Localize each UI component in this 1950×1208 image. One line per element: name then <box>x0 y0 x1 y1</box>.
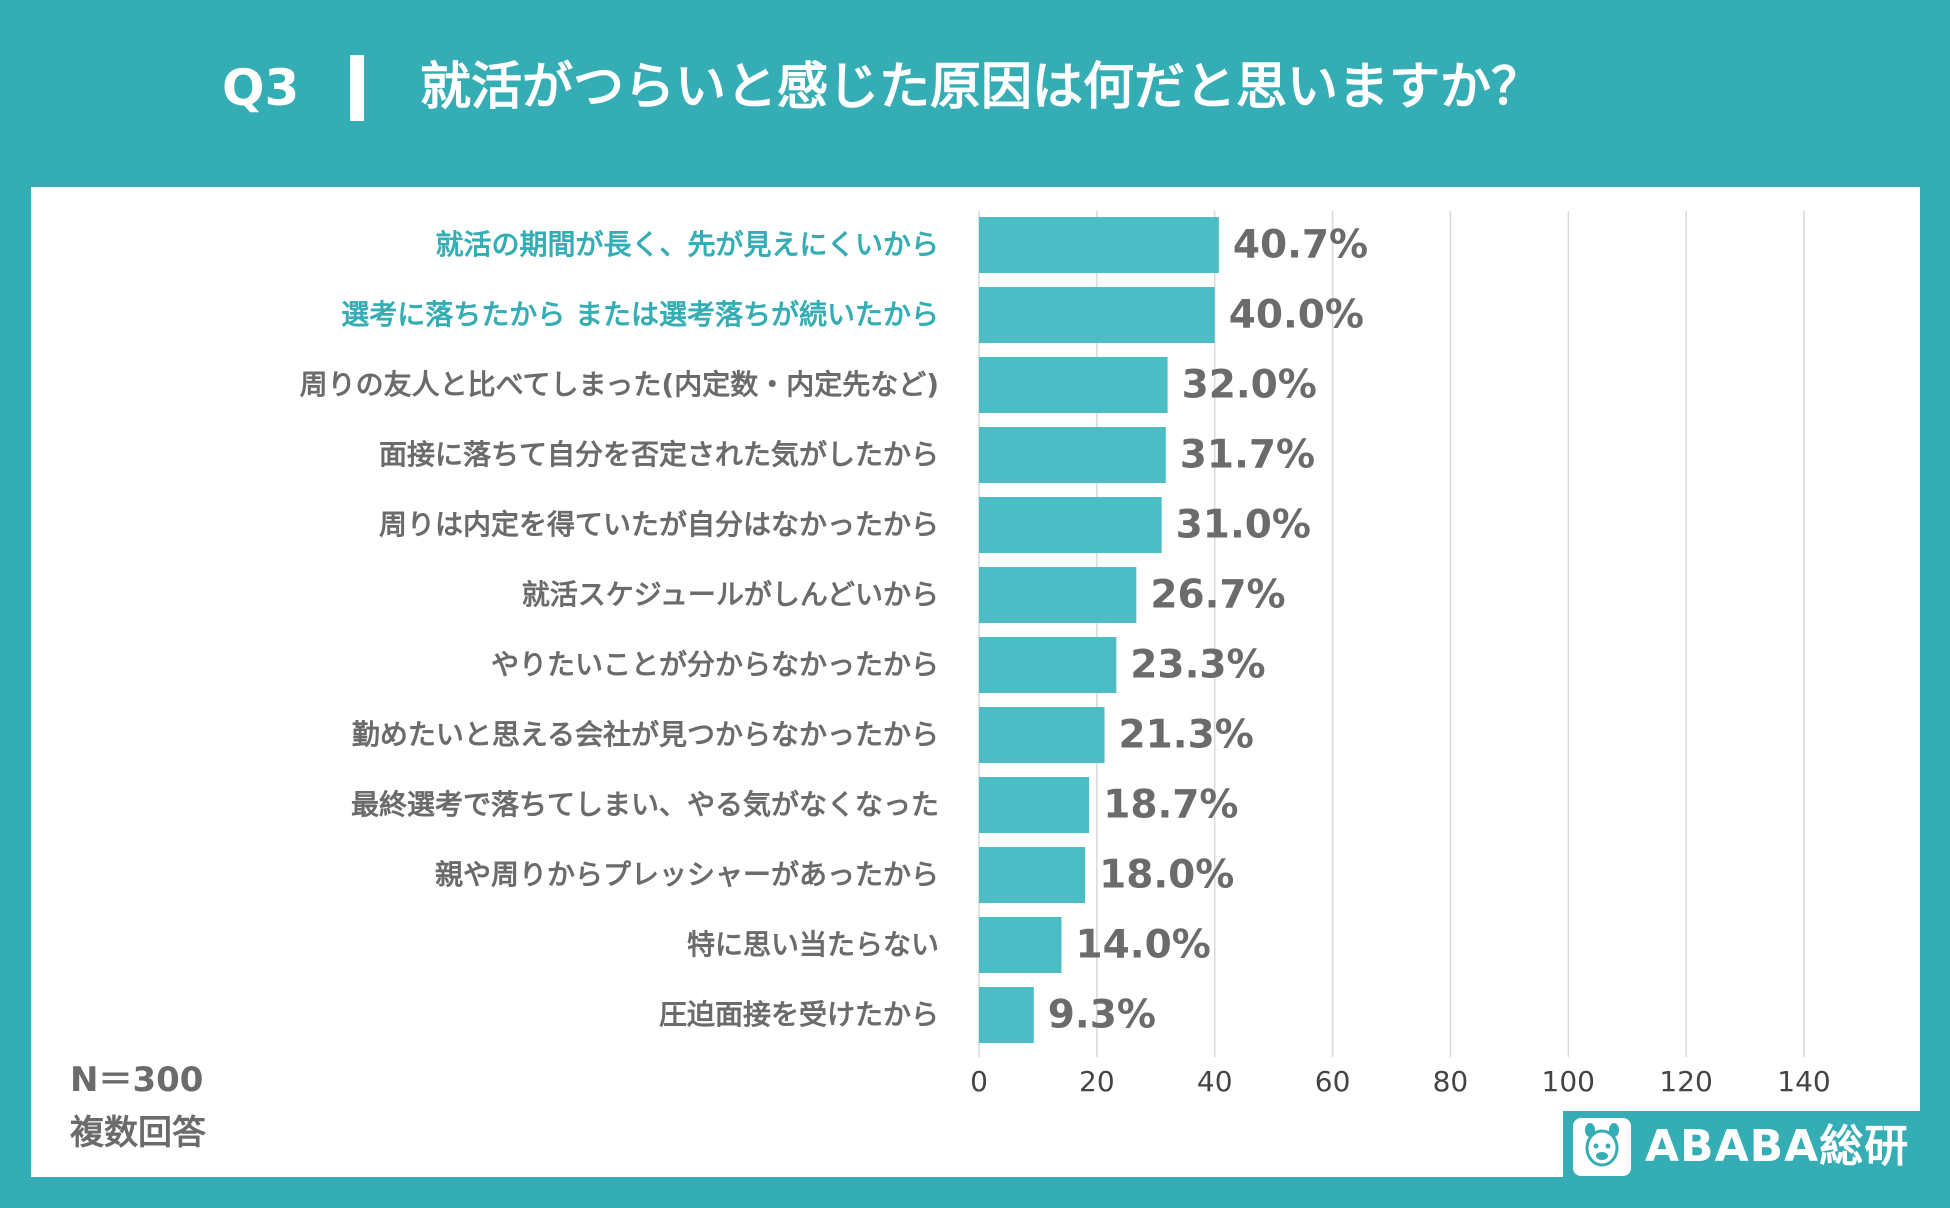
category-label: 周りの友人と比べてしまった(内定数・内定先など) <box>300 368 939 401</box>
value-label: 32.0% <box>1182 363 1317 408</box>
category-label: 最終選考で落ちてしまい、やる気がなくなった <box>351 788 939 821</box>
bar <box>979 357 1168 413</box>
brand-logo: ABABA総研 <box>1563 1111 1920 1183</box>
title-divider <box>350 55 364 121</box>
bar <box>979 567 1137 623</box>
x-tick-label: 140 <box>1777 1065 1830 1098</box>
value-label: 18.7% <box>1103 783 1238 828</box>
category-label: 就活スケジュールがしんどいから <box>522 578 939 611</box>
category-label: やりたいことが分からなかったから <box>491 648 939 681</box>
value-label: 23.3% <box>1130 643 1265 688</box>
category-label: 周りは内定を得ていたが自分はなかったから <box>379 508 939 541</box>
category-label: 勤めたいと思える会社が見つからなかったから <box>352 718 939 751</box>
chart-panel: 就活の期間が長く、先が見えにくいから 40.7% 選考に落ちたから または選考落ちが… <box>31 187 1920 1177</box>
value-label: 18.0% <box>1099 853 1234 898</box>
value-label: 40.0% <box>1229 293 1364 338</box>
value-label: 21.3% <box>1119 713 1254 758</box>
value-label: 31.0% <box>1176 503 1311 548</box>
bar <box>979 427 1166 483</box>
bar <box>979 917 1062 973</box>
value-label: 31.7% <box>1180 433 1315 478</box>
bar <box>979 217 1219 273</box>
bar <box>979 637 1117 693</box>
x-tick-label: 100 <box>1542 1065 1595 1098</box>
category-label: 特に思い当たらない <box>687 928 939 961</box>
bar <box>979 707 1105 763</box>
bar <box>979 287 1215 343</box>
alpaca-icon <box>1573 1118 1631 1176</box>
x-tick-label: 20 <box>1079 1065 1115 1098</box>
value-label: 26.7% <box>1150 573 1285 618</box>
header: Q3 就活がつらいと感じた原因は何だと思いますか？ <box>0 0 1950 185</box>
x-tick-label: 40 <box>1197 1065 1233 1098</box>
value-label: 40.7% <box>1233 223 1368 268</box>
category-label: 就活の期間が長く、先が見えにくいから <box>436 228 939 261</box>
x-tick-label: 80 <box>1433 1065 1469 1098</box>
x-tick-label: 0 <box>970 1065 988 1098</box>
x-tick-label: 120 <box>1659 1065 1712 1098</box>
brand-logo-text: ABABA総研 <box>1645 1121 1910 1172</box>
bar <box>979 777 1090 833</box>
category-label: 選考に落ちたから または選考落ちが続いたから <box>341 298 939 331</box>
x-tick-label: 60 <box>1315 1065 1351 1098</box>
category-label: 面接に落ちて自分を否定された気がしたから <box>379 438 939 471</box>
bar <box>979 987 1034 1043</box>
bar <box>979 497 1162 553</box>
sample-size-note: N＝300 <box>70 1060 204 1100</box>
category-label: 親や周りからプレッシャーがあったから <box>435 858 939 891</box>
question-number: Q3 <box>222 59 300 117</box>
category-label: 圧迫面接を受けたから <box>659 998 939 1031</box>
bar <box>979 847 1086 903</box>
bar-chart: 就活の期間が長く、先が見えにくいから 40.7% 選考に落ちたから または選考落ちが… <box>300 211 1831 1098</box>
page-title: 就活がつらいと感じた原因は何だと思いますか？ <box>420 58 1543 117</box>
value-label: 14.0% <box>1076 923 1211 968</box>
value-label: 9.3% <box>1048 993 1156 1038</box>
multiple-answer-note: 複数回答 <box>70 1113 206 1153</box>
